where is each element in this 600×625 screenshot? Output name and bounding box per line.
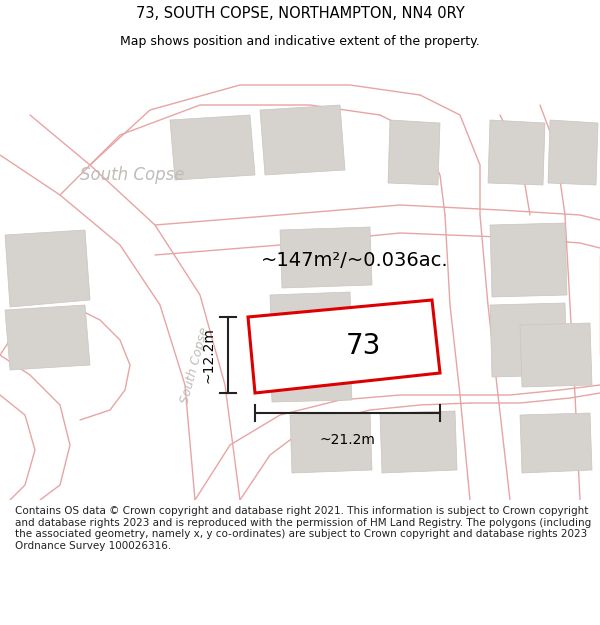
Text: ~147m²/~0.036ac.: ~147m²/~0.036ac. bbox=[261, 251, 449, 269]
Polygon shape bbox=[548, 120, 598, 185]
Polygon shape bbox=[490, 303, 567, 377]
Polygon shape bbox=[270, 292, 352, 353]
Polygon shape bbox=[488, 120, 545, 185]
Polygon shape bbox=[270, 353, 352, 402]
Polygon shape bbox=[5, 305, 90, 370]
Text: ~21.2m: ~21.2m bbox=[320, 433, 376, 447]
Polygon shape bbox=[520, 323, 592, 387]
Polygon shape bbox=[5, 230, 90, 307]
Polygon shape bbox=[380, 411, 457, 473]
Text: Map shows position and indicative extent of the property.: Map shows position and indicative extent… bbox=[120, 35, 480, 48]
Polygon shape bbox=[280, 227, 372, 288]
Text: South Copse: South Copse bbox=[80, 166, 185, 184]
Text: 73, SOUTH COPSE, NORTHAMPTON, NN4 0RY: 73, SOUTH COPSE, NORTHAMPTON, NN4 0RY bbox=[136, 6, 464, 21]
Text: 73: 73 bbox=[346, 332, 382, 360]
Polygon shape bbox=[170, 115, 255, 180]
Polygon shape bbox=[520, 413, 592, 473]
Polygon shape bbox=[248, 300, 440, 393]
Text: South Copse: South Copse bbox=[179, 326, 211, 404]
Polygon shape bbox=[388, 120, 440, 185]
Polygon shape bbox=[490, 223, 567, 297]
Polygon shape bbox=[260, 105, 345, 175]
Polygon shape bbox=[290, 413, 372, 473]
Text: Contains OS data © Crown copyright and database right 2021. This information is : Contains OS data © Crown copyright and d… bbox=[15, 506, 591, 551]
Text: ~12.2m: ~12.2m bbox=[202, 327, 216, 383]
